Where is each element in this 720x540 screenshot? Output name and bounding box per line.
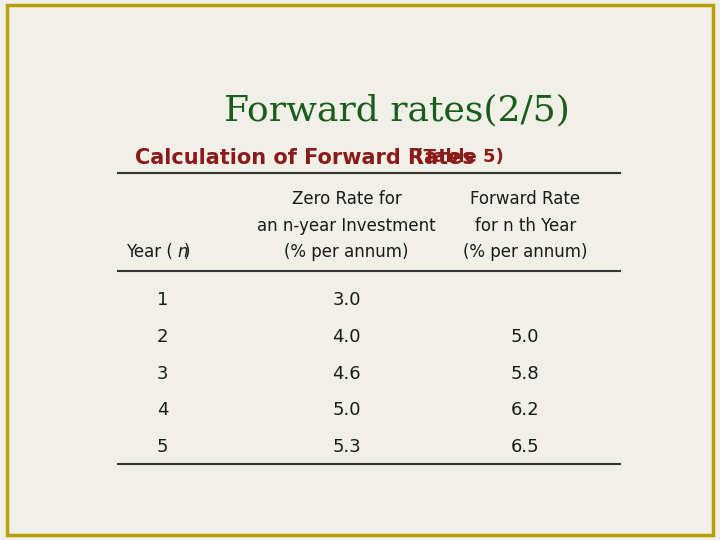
Text: for n th Year: for n th Year — [474, 217, 576, 234]
Text: 5.3: 5.3 — [333, 438, 361, 456]
Text: 5.8: 5.8 — [511, 364, 539, 383]
Text: 4.0: 4.0 — [333, 328, 361, 346]
Text: 2: 2 — [157, 328, 168, 346]
Text: 3: 3 — [157, 364, 168, 383]
Text: an n-year Investment: an n-year Investment — [257, 217, 436, 234]
Text: 4: 4 — [157, 401, 168, 419]
Text: n: n — [177, 243, 187, 261]
Text: 1: 1 — [157, 292, 168, 309]
Text: Forward rates(2/5): Forward rates(2/5) — [224, 94, 570, 128]
Text: 3.0: 3.0 — [333, 292, 361, 309]
Text: 4.6: 4.6 — [333, 364, 361, 383]
Text: (% per annum): (% per annum) — [463, 243, 588, 261]
Text: 5.0: 5.0 — [333, 401, 361, 419]
Text: 5.0: 5.0 — [511, 328, 539, 346]
Text: (% per annum): (% per annum) — [284, 243, 409, 261]
Text: Zero Rate for: Zero Rate for — [292, 190, 402, 207]
Text: 6.5: 6.5 — [511, 438, 539, 456]
Text: 5: 5 — [157, 438, 168, 456]
Text: Forward Rate: Forward Rate — [470, 190, 580, 207]
Text: (Table 5): (Table 5) — [409, 148, 504, 166]
Text: Calculation of Forward Rates: Calculation of Forward Rates — [135, 148, 474, 168]
Text: 6.2: 6.2 — [511, 401, 539, 419]
Text: ): ) — [184, 243, 190, 261]
Text: Year (: Year ( — [126, 243, 173, 261]
